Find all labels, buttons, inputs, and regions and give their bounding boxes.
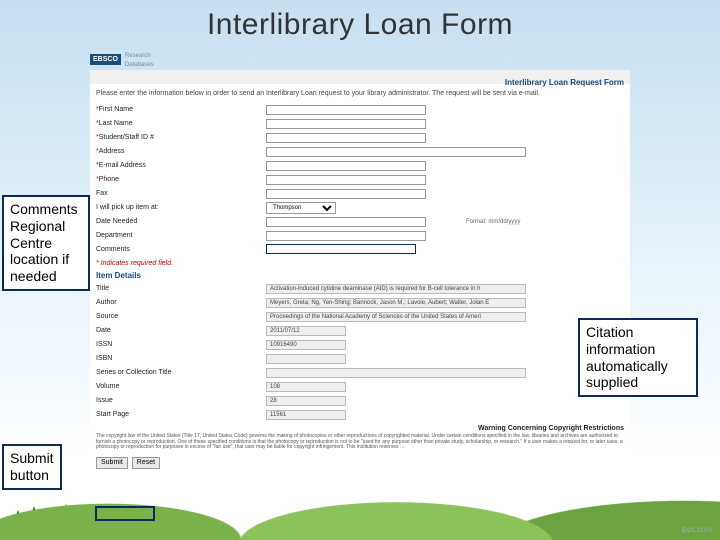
date-needed-label: Date Needed [96, 218, 137, 225]
phone-input[interactable] [266, 175, 426, 185]
pickup-select[interactable]: Thompson [266, 202, 336, 214]
callout-comments: Comments Regional Centre location if nee… [2, 195, 90, 291]
date-hint: Format: mm/dd/yyyy [466, 219, 520, 225]
item-startpage-label: Start Page [96, 411, 266, 418]
callout-submit: Submit button [2, 444, 62, 490]
last-name-label: Last Name [99, 120, 133, 127]
fax-input[interactable] [266, 189, 426, 199]
item-author-value: Meyers, Greta; Ng, Yen-Shing; Bannock, J… [266, 298, 526, 308]
pickup-label: I will pick up item at: [96, 204, 159, 211]
required-note: * Indicates required field. [96, 260, 624, 267]
item-volume-label: Volume [96, 383, 266, 390]
address-label: Address [99, 148, 125, 155]
item-series-value [266, 368, 526, 378]
copyright-heading: Warning Concerning Copyright Restriction… [96, 425, 624, 432]
email-input[interactable] [266, 161, 426, 171]
callout-citation: Citation information automatically suppl… [578, 318, 698, 397]
fax-label: Fax [96, 190, 108, 197]
slide-title: Interlibrary Loan Form [0, 0, 720, 46]
id-input[interactable] [266, 133, 426, 143]
address-input[interactable] [266, 147, 526, 157]
ebsco-sub: Research Databases [125, 50, 154, 68]
ill-header-label: Interlibrary Loan Request Form [505, 78, 624, 87]
last-name-input[interactable] [266, 119, 426, 129]
item-series-label: Series or Collection Title [96, 369, 266, 376]
ill-form: Please enter the information below in or… [90, 84, 630, 473]
item-volume-value: 108 [266, 382, 346, 392]
first-name-input[interactable] [266, 105, 426, 115]
phone-label: Phone [99, 176, 119, 183]
form-instructions: Please enter the information below in or… [96, 90, 624, 97]
item-author-label: Author [96, 299, 266, 306]
copyright-body: The copyright law of the United States (… [96, 434, 624, 451]
item-isbn-label: ISBN [96, 355, 266, 362]
item-issue-label: Issue [96, 397, 266, 404]
item-isbn-value [266, 354, 346, 364]
email-label: E-mail Address [99, 162, 146, 169]
date-needed-input[interactable] [266, 217, 426, 227]
submit-button[interactable]: Submit [96, 457, 128, 469]
item-title-value: Activation-induced cytidine deaminase (A… [266, 284, 526, 294]
first-name-label: First Name [99, 106, 133, 113]
id-label: Student/Staff ID # [99, 134, 154, 141]
ebsco-logo: EBSCO [90, 54, 121, 65]
template-credit: fppt.com [681, 525, 712, 534]
department-input[interactable] [266, 231, 426, 241]
item-date-label: Date [96, 327, 266, 334]
item-title-label: Title [96, 285, 266, 292]
item-details-heading: Item Details [96, 271, 624, 280]
item-startpage-value: 11561 [266, 410, 346, 420]
item-issue-value: 28 [266, 396, 346, 406]
comments-label: Comments [96, 246, 130, 253]
reset-button[interactable]: Reset [132, 457, 160, 469]
landscape-hills [0, 494, 720, 540]
item-source-value: Proceedings of the National Academy of S… [266, 312, 526, 322]
item-source-label: Source [96, 313, 266, 320]
item-issn-value: 10916490 [266, 340, 346, 350]
ebsco-branding: EBSCO Research Databases [90, 50, 630, 68]
item-issn-label: ISSN [96, 341, 266, 348]
comments-input[interactable] [266, 244, 416, 254]
item-date-value: 2011/07/12 [266, 326, 346, 336]
ill-header-bar: Interlibrary Loan Request Form [90, 70, 630, 84]
department-label: Department [96, 232, 133, 239]
